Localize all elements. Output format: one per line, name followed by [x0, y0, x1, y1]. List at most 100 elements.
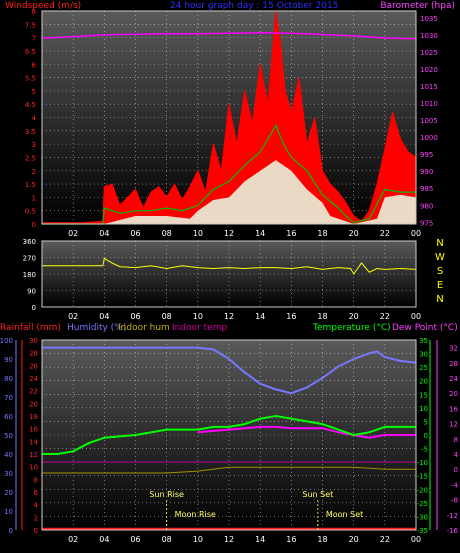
temperature-panel-frame — [41, 339, 417, 531]
dew-point-line — [197, 425, 416, 439]
indoor-temperature-axis-title: Indoor temp — [172, 323, 227, 333]
windspeed-axis-title: Windspeed (m/s) — [5, 1, 81, 11]
windspeed-tick-label: 5.5 — [25, 75, 36, 83]
rainfall-tick-label: 22 — [29, 388, 38, 396]
direction-panel-frame — [41, 240, 417, 308]
barometer-tick-label: 995 — [420, 151, 433, 159]
windspeed-tick-label: 8 — [32, 8, 36, 16]
humidity-tick-label: 70 — [4, 394, 13, 402]
barometer-tick-label: 980 — [420, 202, 433, 210]
dew-point-tick-label: 0 — [454, 466, 458, 474]
x-tick-label: 06 — [130, 535, 140, 544]
dew-point-tick-label: -16 — [447, 527, 459, 535]
direction-tick-label: 180 — [23, 271, 36, 279]
dew-point-tick-label: 32 — [449, 345, 458, 353]
humidity-tick-label: 80 — [4, 375, 13, 383]
rainfall-tick-label: 14 — [29, 438, 38, 446]
windspeed-gust-area — [41, 10, 417, 225]
sun-moon-annotation: Moon Rise — [175, 510, 216, 519]
direction-tick-label: 270 — [23, 255, 36, 263]
dew-point-tick-label: 8 — [454, 436, 458, 444]
rainfall-tick-label: 20 — [29, 400, 38, 408]
barometer-tick-label: 975 — [420, 219, 433, 227]
windspeed-tick-label: 0 — [32, 221, 36, 229]
dew-point-tick-label: -4 — [451, 481, 459, 489]
humidity-axis-title: Humidity (%) — [67, 323, 126, 333]
windspeed-average-line — [42, 124, 416, 225]
sun-moon-annotation: Moon Set — [326, 510, 363, 519]
indoor-humidity-line — [42, 466, 416, 474]
temperature-tick-label: 35 — [419, 337, 428, 345]
direction-tick-label: 0 — [32, 304, 36, 312]
rainfall-tick-label: 26 — [29, 362, 38, 370]
barometer-tick-label: 1035 — [420, 15, 438, 23]
x-tick-label: 02 — [68, 229, 78, 238]
sun-moon-annotation: Sun Rise — [149, 490, 184, 499]
wind-panel-frame — [41, 10, 417, 225]
temperature-line — [42, 414, 416, 455]
windspeed-tick-label: 4.5 — [25, 101, 36, 109]
compass-label: N — [436, 238, 443, 249]
compass-label: W — [435, 252, 445, 263]
windspeed-tick-label: 1 — [32, 194, 36, 202]
direction-tick-label: 360 — [23, 238, 36, 246]
x-tick-label: 04 — [99, 535, 109, 544]
indoor-humidity-axis-title: Indoor hum — [118, 323, 170, 333]
x-tick-label: 04 — [99, 229, 109, 238]
x-tick-label: 00 — [411, 229, 421, 238]
x-tick-label: 16 — [286, 312, 296, 321]
x-tick-label: 20 — [349, 312, 359, 321]
temperature-tick-label: -15 — [417, 473, 428, 481]
barometer-tick-label: 990 — [420, 168, 433, 176]
x-tick-label: 14 — [255, 535, 265, 544]
humidity-tick-label: 20 — [4, 489, 13, 497]
x-tick-label: 22 — [380, 229, 390, 238]
barometer-tick-label: 1025 — [420, 49, 438, 57]
barometer-line — [41, 32, 417, 40]
x-tick-label: 12 — [224, 312, 234, 321]
temperature-tick-label: 5 — [424, 418, 428, 426]
x-tick-label: 08 — [162, 312, 172, 321]
x-tick-label: 18 — [317, 229, 327, 238]
compass-label: S — [437, 266, 443, 277]
barometer-tick-label: 985 — [420, 185, 433, 193]
compass-label: E — [437, 280, 443, 291]
graph-title: 24 hour graph day : 15 October 2015 — [170, 1, 338, 11]
dew-point-tick-label: 16 — [449, 405, 458, 413]
windspeed-tick-label: 0.5 — [25, 208, 36, 216]
temperature-tick-label: -35 — [417, 527, 428, 535]
humidity-line — [42, 346, 417, 395]
rainfall-tick-label: 24 — [29, 375, 38, 383]
x-tick-label: 16 — [286, 535, 296, 544]
x-tick-label: 08 — [162, 229, 172, 238]
humidity-tick-label: 60 — [4, 413, 13, 421]
rainfall-tick-label: 16 — [29, 426, 38, 434]
x-tick-label: 06 — [130, 312, 140, 321]
x-tick-label: 18 — [317, 535, 327, 544]
dew-point-tick-label: -8 — [451, 497, 458, 505]
dew-point-tick-label: 4 — [454, 451, 459, 459]
windspeed-tick-label: 7.5 — [25, 21, 36, 29]
x-tick-label: 00 — [411, 535, 421, 544]
temperature-tick-label: -20 — [417, 486, 428, 494]
humidity-tick-label: 10 — [4, 508, 13, 516]
humidity-tick-label: 100 — [0, 337, 13, 345]
windspeed-tick-label: 3.5 — [25, 128, 36, 136]
direction-tick-label: 90 — [27, 288, 36, 296]
x-tick-label: 02 — [68, 312, 78, 321]
humidity-tick-label: 0 — [9, 527, 13, 535]
x-tick-label: 12 — [224, 229, 234, 238]
windspeed-tick-label: 2 — [32, 168, 36, 176]
dew-point-tick-label: -12 — [447, 512, 458, 520]
dew-point-tick-label: 12 — [449, 421, 458, 429]
x-tick-label: 20 — [349, 229, 359, 238]
x-tick-label: 06 — [130, 229, 140, 238]
rainfall-tick-label: 8 — [34, 476, 38, 484]
x-tick-label: 18 — [317, 312, 327, 321]
sun-moon-annotation: Sun Set — [302, 490, 333, 499]
x-tick-label: 16 — [286, 229, 296, 238]
humidity-tick-label: 40 — [4, 451, 13, 459]
wind-direction-line — [42, 257, 417, 275]
